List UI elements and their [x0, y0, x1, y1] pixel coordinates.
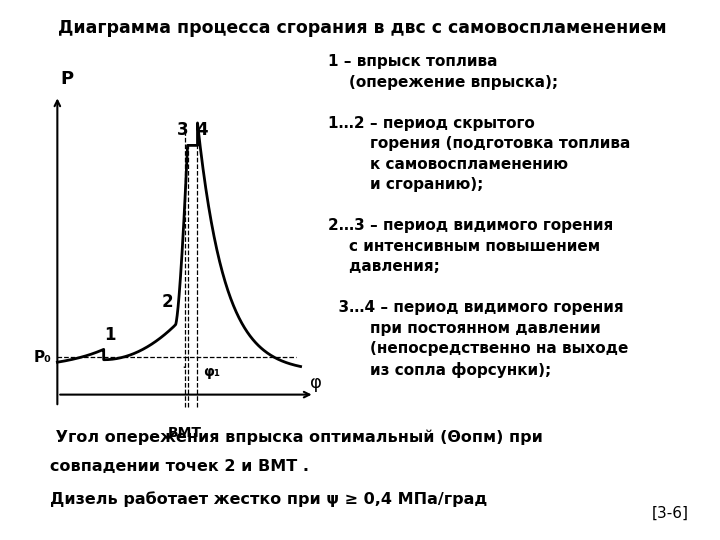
Text: из сопла форсунки);: из сопла форсунки);	[328, 362, 551, 378]
Text: горения (подготовка топлива: горения (подготовка топлива	[328, 136, 630, 151]
Text: совпадении точек 2 и ВМТ .: совпадении точек 2 и ВМТ .	[50, 459, 310, 474]
Text: 2…3 – период видимого горения: 2…3 – период видимого горения	[328, 218, 613, 233]
Text: ВМТ: ВМТ	[168, 426, 202, 440]
Text: 3: 3	[177, 122, 189, 139]
Text: Угол опережения впрыска оптимальный (Θопм) при: Угол опережения впрыска оптимальный (Θоп…	[50, 429, 544, 445]
Text: (опережение впрыска);: (опережение впрыска);	[328, 75, 558, 90]
Text: P: P	[60, 70, 74, 88]
Text: при постоянном давлении: при постоянном давлении	[328, 321, 600, 336]
Text: с интенсивным повышением: с интенсивным повышением	[328, 239, 600, 254]
Text: 3…4 – период видимого горения: 3…4 – период видимого горения	[328, 300, 624, 315]
Text: φ: φ	[310, 374, 322, 392]
Text: 4: 4	[196, 122, 207, 139]
Text: 1…2 – период скрытого: 1…2 – период скрытого	[328, 116, 534, 131]
Text: к самовоспламенению: к самовоспламенению	[328, 157, 567, 172]
Text: давления;: давления;	[328, 259, 439, 274]
Text: и сгоранию);: и сгоранию);	[328, 177, 483, 192]
Text: 2: 2	[161, 293, 174, 312]
Text: [3-6]: [3-6]	[652, 506, 688, 521]
Text: (непосредственно на выходе: (непосредственно на выходе	[328, 341, 628, 356]
Text: Диаграмма процесса сгорания в двс с самовоспламенением: Диаграмма процесса сгорания в двс с само…	[58, 19, 666, 37]
Text: 1 – впрыск топлива: 1 – впрыск топлива	[328, 54, 497, 69]
Text: Дизель работает жестко при ψ ≥ 0,4 МПа/град: Дизель работает жестко при ψ ≥ 0,4 МПа/г…	[50, 491, 487, 507]
Text: 1: 1	[104, 326, 115, 344]
Text: P₀: P₀	[34, 350, 52, 364]
Text: φ₁: φ₁	[203, 365, 220, 379]
